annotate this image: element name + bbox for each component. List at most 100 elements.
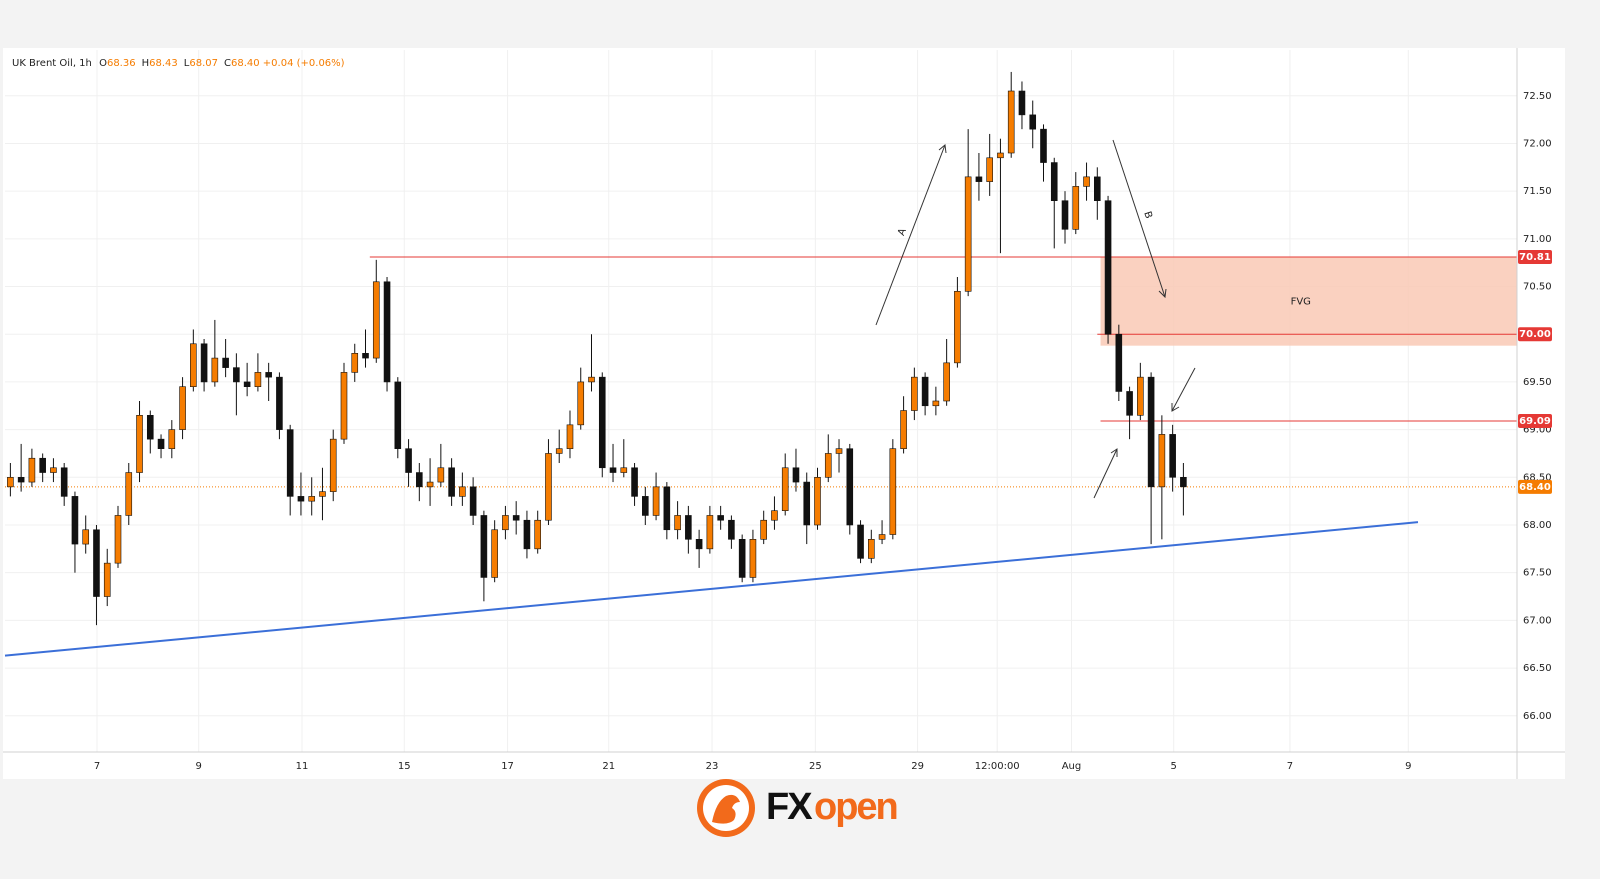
candle-body — [620, 467, 628, 473]
candle-body — [426, 481, 434, 488]
candle-body — [190, 343, 197, 387]
x-tick-label: Aug — [1062, 761, 1082, 772]
y-tick-label: 67.00 — [1523, 615, 1552, 626]
candle-body — [1180, 477, 1187, 488]
candle-body — [157, 438, 165, 449]
candle-body — [276, 376, 283, 430]
brand-open: open — [814, 786, 897, 828]
candle-body — [577, 381, 585, 426]
brand-fx: FX — [766, 786, 813, 828]
price-badge — [1518, 479, 1552, 494]
logo-lion — [712, 794, 740, 824]
candle-body — [986, 157, 993, 182]
candle-body — [695, 539, 703, 550]
candle-body — [1158, 434, 1166, 488]
x-tick-label: 5 — [1171, 761, 1177, 772]
y-tick-label: 72.00 — [1523, 138, 1552, 149]
candle-body — [652, 486, 660, 516]
candle-body — [383, 281, 391, 383]
price-badge — [1518, 249, 1552, 264]
candle-body — [146, 415, 154, 440]
x-tick-label: 23 — [706, 761, 719, 772]
candle-body — [631, 467, 638, 497]
candle-body — [781, 467, 789, 511]
ohlc-key: C — [223, 58, 231, 69]
symbol: UK Brent Oil, 1h — [12, 58, 92, 69]
candle-body — [932, 400, 940, 407]
fvg-zone — [1100, 256, 1517, 346]
candle-body — [545, 453, 552, 521]
fvg-label: FVG — [1291, 296, 1311, 307]
candle-body — [900, 410, 907, 449]
candle-body — [771, 510, 778, 521]
y-tick-label: 70.50 — [1523, 282, 1552, 293]
candle-body — [168, 429, 176, 449]
arrow-b — [1112, 139, 1166, 298]
candle-body — [792, 467, 800, 483]
candle-body — [319, 491, 326, 497]
candle-body — [254, 372, 262, 387]
annotation-label: A — [896, 227, 909, 237]
price-badge-label: 70.81 — [1519, 252, 1551, 263]
candle-body — [868, 539, 875, 559]
header: UK Brent Oil, 1h O68.36 H68.43 L68.07 C68.4… — [12, 58, 345, 69]
arrow-head — [1171, 403, 1180, 412]
candle-body — [437, 467, 445, 483]
x-tick-label: 15 — [398, 761, 411, 772]
candle-body — [405, 448, 412, 473]
candle-body — [394, 381, 402, 449]
x-tick-label: 17 — [501, 761, 514, 772]
candle-body — [1029, 114, 1037, 130]
candle-body — [1061, 200, 1069, 230]
x-tick-label: 9 — [196, 761, 202, 772]
candle-body — [114, 515, 122, 564]
ohlc-key: H — [141, 58, 150, 69]
grid — [5, 50, 1517, 752]
candle-body — [1040, 128, 1047, 163]
marks — [4, 71, 1517, 657]
ohlc-value: 68.40 — [230, 58, 260, 69]
candle-body — [1104, 200, 1112, 335]
candle-body — [82, 529, 90, 545]
candle-body — [1126, 391, 1133, 416]
candle-body — [835, 448, 843, 454]
candle-body — [265, 372, 272, 378]
candle-body — [1137, 376, 1144, 416]
x-tick-label: 7 — [1287, 761, 1293, 772]
x-tick-label: 29 — [911, 761, 924, 772]
y-tick-label: 72.50 — [1523, 91, 1552, 102]
ohlc-key: O — [99, 58, 107, 69]
candle-body — [39, 457, 46, 473]
candle-body — [351, 353, 359, 373]
candle-body — [502, 515, 509, 531]
candle-body — [50, 467, 57, 473]
arrow-up — [1093, 448, 1118, 499]
candle-body — [878, 534, 886, 540]
candle-body — [566, 424, 574, 449]
candle-body — [824, 453, 832, 478]
annotation-label: B — [1141, 210, 1154, 220]
candle-body — [200, 343, 208, 383]
candle-body — [329, 438, 337, 492]
candle-body — [738, 539, 746, 578]
candle-body — [814, 477, 821, 526]
y-tick-label: 71.00 — [1523, 234, 1552, 245]
candle-body — [60, 467, 68, 497]
x-tick-label: 12:00:00 — [975, 761, 1020, 772]
y-tick-label: 71.50 — [1523, 186, 1552, 197]
price-badge-label: 69.09 — [1519, 416, 1551, 427]
trendline — [4, 521, 1419, 657]
candle-body — [609, 467, 617, 473]
x-tick-label: 7 — [94, 761, 100, 772]
candle-body — [728, 519, 735, 540]
candle-body — [975, 176, 983, 182]
candle-body — [17, 477, 25, 483]
arrow-head — [938, 144, 947, 154]
candle-body — [340, 372, 348, 440]
arrow-a — [875, 144, 946, 326]
candle-body — [297, 496, 305, 502]
change: +0.04 (+0.06%) — [262, 58, 345, 69]
y-tick-label: 66.00 — [1523, 711, 1552, 722]
candle-body — [846, 448, 854, 526]
